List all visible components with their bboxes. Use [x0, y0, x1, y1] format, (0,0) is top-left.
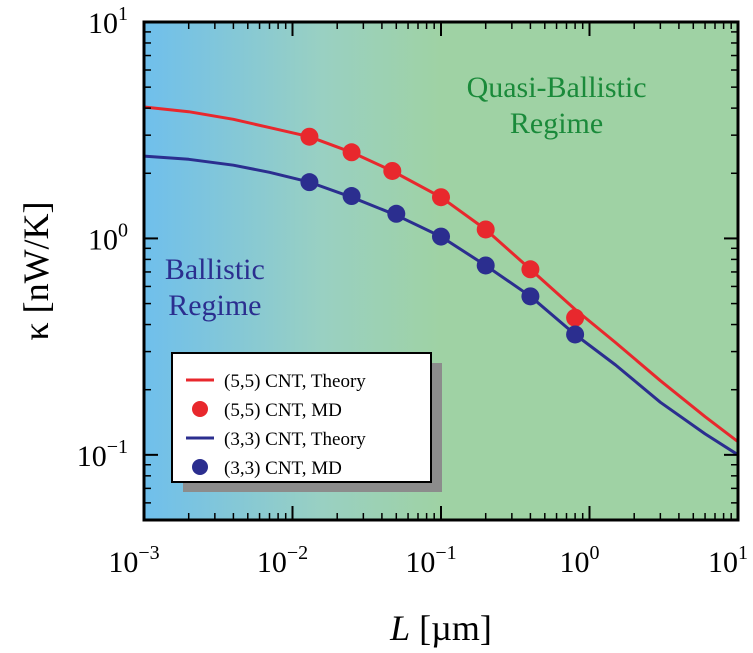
- data-point: [432, 227, 450, 246]
- legend-entry-label: (5,5) CNT, MD: [224, 400, 342, 421]
- data-point: [521, 260, 540, 279]
- region-annotation-line: Regime: [168, 289, 261, 322]
- x-tick-label-base: 10: [405, 546, 435, 579]
- data-point: [476, 220, 495, 239]
- y-tick-label-exponent: 1: [118, 3, 128, 25]
- data-point: [566, 325, 585, 344]
- x-tick-label-base: 10: [708, 546, 738, 579]
- y-tick-label-base: 10: [88, 223, 118, 256]
- x-tick-label-base: 10: [560, 546, 590, 579]
- legend: (5,5) CNT, Theory (5,5) CNT, MD (3,3) CNT,…: [171, 352, 442, 492]
- data-point: [432, 188, 450, 207]
- x-tick-label: 10−3: [108, 542, 159, 579]
- y-tick-label: 100: [88, 219, 128, 256]
- data-point: [387, 204, 406, 223]
- region-annotation: Quasi-Ballistic Regime: [467, 71, 647, 140]
- y-tick-label-base: 10: [77, 440, 107, 473]
- x-tick-label: 101: [708, 542, 748, 579]
- legend-entries: (5,5) CNT, Theory (5,5) CNT, MD (3,3) CNT,…: [186, 371, 366, 479]
- x-tick-label-exponent: −1: [435, 542, 456, 564]
- x-tick-label-exponent: −2: [287, 542, 308, 564]
- legend-entry-label: (5,5) CNT, Theory: [224, 371, 366, 392]
- plot-frame: [142, 20, 740, 522]
- legend-box: [171, 352, 432, 483]
- data-point: [566, 308, 585, 327]
- region-annotation-line: Quasi-Ballistic: [467, 71, 647, 104]
- y-tick-label: 10−1: [77, 436, 128, 473]
- y-tick-label-exponent: −1: [107, 436, 128, 458]
- region-annotation-line: Regime: [510, 107, 603, 140]
- y-tick-label-exponent: 0: [118, 219, 128, 241]
- data-point: [300, 173, 319, 192]
- legend-circle-symbol: [192, 401, 208, 417]
- x-axis-label-rest: [µm]: [410, 608, 492, 648]
- x-tick-label-base: 10: [108, 546, 138, 579]
- data-point: [476, 256, 495, 275]
- x-tick-label: 10−2: [257, 542, 308, 579]
- region-annotation-line: Ballistic: [165, 253, 265, 286]
- data-point: [521, 287, 540, 306]
- series-layer: [144, 105, 738, 457]
- region-annotation: Ballistic Regime: [165, 253, 265, 322]
- y-axis-label: κ [nW/K]: [16, 201, 56, 340]
- x-tick-label-exponent: 1: [738, 542, 748, 564]
- data-point: [342, 187, 361, 206]
- data-point: [342, 143, 361, 162]
- y-tick-label-base: 10: [88, 7, 118, 40]
- x-tick-label: 10−1: [405, 542, 456, 579]
- y-tick-label: 101: [88, 3, 128, 40]
- x-tick-label: 100: [560, 542, 600, 579]
- x-tick-label-exponent: −3: [138, 542, 159, 564]
- x-tick-label-exponent: 0: [590, 542, 600, 564]
- legend-circle-symbol: [192, 459, 208, 475]
- x-tick-label-base: 10: [257, 546, 287, 579]
- x-axis-label-italic: L: [389, 608, 410, 648]
- legend-entry-label: (3,3) CNT, MD: [224, 458, 342, 479]
- legend-entry-label: (3,3) CNT, Theory: [224, 429, 366, 450]
- x-axis-label: L [µm]: [389, 608, 492, 648]
- data-point: [383, 161, 402, 180]
- data-point: [300, 127, 319, 146]
